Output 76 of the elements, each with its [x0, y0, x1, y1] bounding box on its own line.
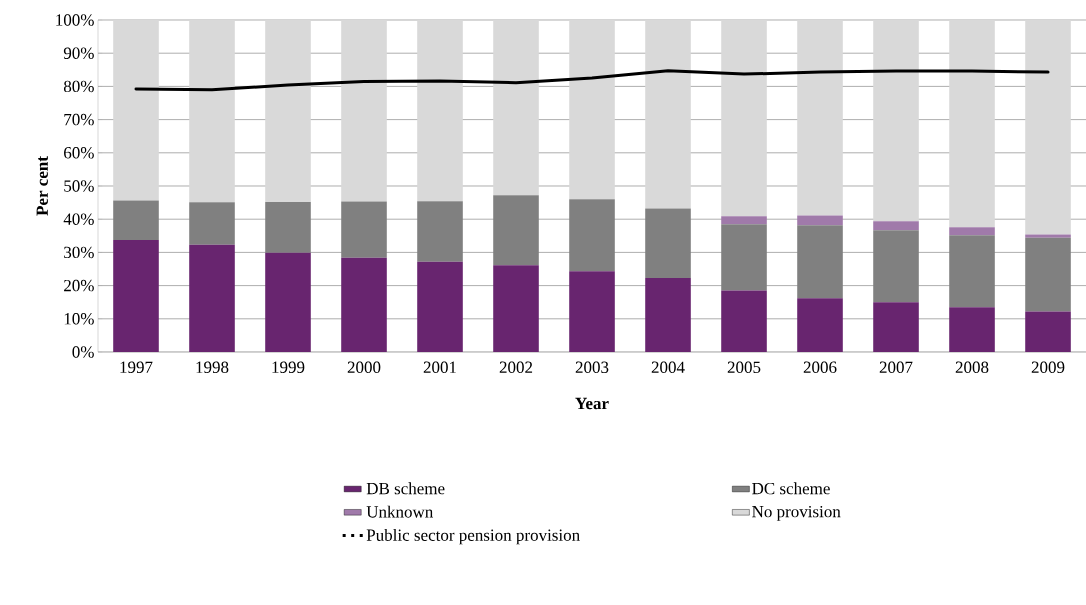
x-tick-label: 2004 — [651, 361, 685, 374]
x-tick-label: 2000 — [347, 361, 381, 374]
x-tick-label: 2008 — [955, 361, 989, 374]
bar — [797, 298, 843, 352]
bar — [721, 216, 767, 225]
bar — [189, 20, 235, 203]
bar — [645, 277, 691, 352]
bar — [721, 20, 767, 217]
x-tick-label: 1997 — [120, 361, 153, 373]
bar — [797, 215, 843, 226]
x-tick-label: 1998 — [196, 361, 229, 374]
y-tick-label: 20% — [64, 279, 94, 292]
bar — [949, 307, 995, 352]
bar — [417, 201, 463, 262]
bar — [721, 290, 767, 352]
bar — [1025, 237, 1071, 312]
bar — [493, 265, 539, 352]
bar — [493, 195, 539, 266]
bar — [341, 257, 387, 352]
y-tick-label: 90% — [63, 47, 94, 59]
x-axis-title: Year — [575, 397, 609, 410]
bar — [949, 227, 995, 236]
bar — [797, 225, 843, 299]
y-tick-label: 40% — [63, 213, 94, 225]
y-tick-label: 100% — [56, 14, 94, 26]
y-tick-label: 50% — [64, 180, 94, 192]
legend-label: Public sector pension provision — [366, 528, 580, 545]
bar — [341, 20, 387, 202]
bar — [189, 202, 235, 245]
bar — [569, 199, 615, 272]
bar — [873, 20, 919, 222]
legend-label: Unknown — [366, 505, 434, 518]
y-tick-label: 80% — [63, 80, 94, 93]
x-tick-label: 1999 — [272, 361, 305, 373]
y-tick-label: 70% — [64, 113, 94, 126]
x-tick-label: 2002 — [499, 361, 533, 374]
legend-label: DC scheme — [752, 482, 830, 495]
bar — [569, 20, 615, 200]
y-tick-label: 0% — [72, 346, 94, 358]
y-axis-title: Per cent — [36, 156, 48, 216]
legend-label: DB scheme — [366, 482, 445, 495]
bar — [265, 201, 311, 253]
bar — [873, 221, 919, 231]
x-tick-label: 2007 — [879, 361, 913, 374]
x-tick-label: 2001 — [423, 361, 456, 374]
bar — [417, 261, 463, 352]
bar — [645, 20, 691, 209]
bar — [493, 20, 539, 196]
bar — [113, 240, 159, 352]
bar — [341, 201, 387, 258]
bar — [873, 302, 919, 352]
bar — [873, 230, 919, 303]
x-tick-label: 2005 — [727, 361, 761, 374]
bar — [569, 271, 615, 352]
legend-label: No provision — [752, 505, 841, 521]
bar — [949, 20, 995, 228]
bar — [797, 20, 843, 216]
x-tick-label: 2003 — [575, 361, 609, 374]
bar — [645, 208, 691, 278]
bar — [949, 235, 995, 308]
bar — [113, 20, 159, 201]
y-tick-label: 10% — [64, 313, 94, 325]
line-series — [134, 69, 1050, 92]
bar — [265, 252, 311, 352]
y-tick-label: 30% — [64, 246, 94, 259]
bar — [1025, 311, 1071, 352]
bar — [1025, 234, 1071, 238]
x-tick-label: 2006 — [803, 361, 837, 374]
x-tick-label: 2009 — [1031, 361, 1065, 374]
bar — [113, 200, 159, 241]
bar — [1025, 20, 1071, 235]
bar — [189, 244, 235, 352]
bar — [721, 224, 767, 291]
y-tick-label: 60% — [64, 147, 94, 159]
bar — [417, 20, 463, 202]
bar — [265, 20, 311, 202]
